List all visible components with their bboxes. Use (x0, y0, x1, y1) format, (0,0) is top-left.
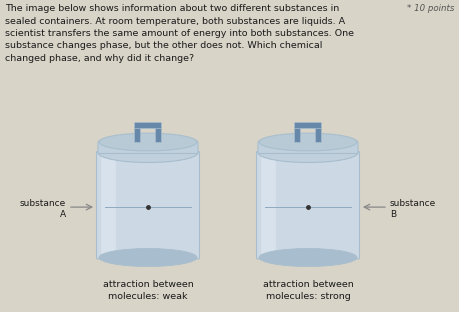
Ellipse shape (259, 133, 357, 151)
FancyBboxPatch shape (295, 128, 301, 143)
Ellipse shape (104, 144, 192, 160)
Text: attraction between
molecules: strong: attraction between molecules: strong (263, 280, 353, 301)
Ellipse shape (99, 133, 197, 151)
Ellipse shape (99, 248, 197, 266)
FancyBboxPatch shape (261, 155, 276, 255)
FancyBboxPatch shape (315, 128, 321, 143)
FancyBboxPatch shape (98, 141, 198, 154)
FancyBboxPatch shape (101, 155, 116, 255)
FancyBboxPatch shape (156, 128, 162, 143)
FancyBboxPatch shape (134, 128, 140, 143)
Ellipse shape (258, 143, 358, 163)
Text: * 10 points: * 10 points (407, 4, 454, 13)
FancyBboxPatch shape (258, 141, 358, 154)
Text: substance
B: substance B (390, 199, 436, 219)
Ellipse shape (264, 144, 352, 160)
FancyBboxPatch shape (295, 123, 321, 129)
Text: substance
A: substance A (20, 199, 66, 219)
Ellipse shape (259, 248, 357, 266)
FancyBboxPatch shape (257, 151, 359, 259)
Text: The image below shows information about two different substances in
sealed conta: The image below shows information about … (5, 4, 354, 63)
FancyBboxPatch shape (96, 151, 200, 259)
Ellipse shape (98, 143, 198, 163)
Text: attraction between
molecules: weak: attraction between molecules: weak (103, 280, 193, 301)
FancyBboxPatch shape (134, 123, 162, 129)
